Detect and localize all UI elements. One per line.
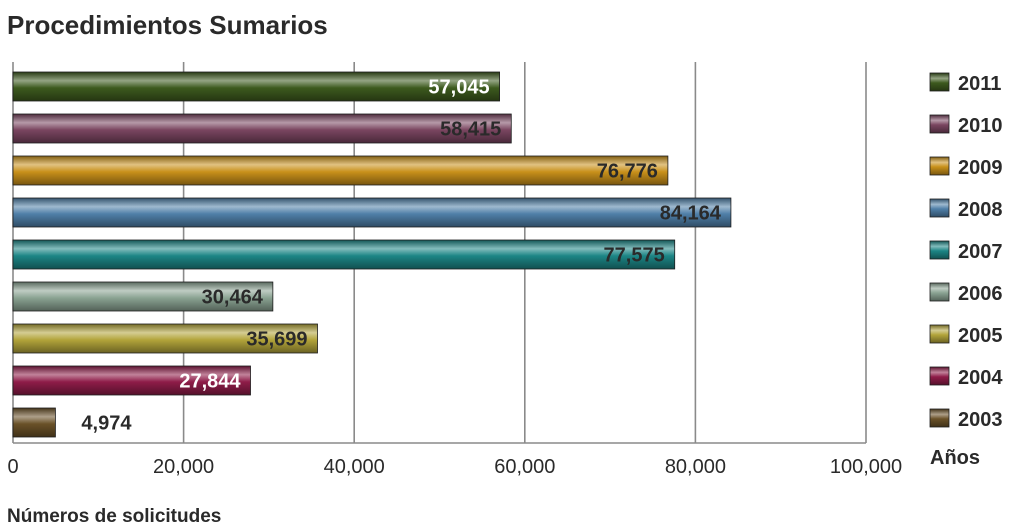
legend-swatch-2005 [929,324,950,344]
bar-2009 [12,155,669,186]
bar-label-2009: 76,776 [597,161,658,183]
bar-2008 [12,197,732,228]
bar-2007 [12,239,676,270]
legend-label-2010: 2010 [958,115,1003,137]
x-tick-label: 60,000 [494,456,555,478]
legend-label-2011: 2011 [958,73,1001,95]
legend-title: Años [930,447,980,469]
chart-title: Procedimientos Sumarios [7,10,328,40]
legend-label-2006: 2006 [958,283,1003,305]
x-tick-label: 0 [7,456,18,478]
bar-label-2010: 58,415 [440,119,501,141]
x-tick-label: 80,000 [665,456,726,478]
bar-2005 [12,323,318,354]
bar-label-2003: 4,974 [81,413,132,435]
legend-label-2009: 2009 [958,157,1003,179]
bar-label-2004: 27,844 [179,371,241,393]
bar-2006 [12,281,274,312]
legend-swatch-2011 [929,72,950,92]
x-axis: 0 20,000 40,000 60,000 80,000 100,000 [7,442,902,478]
bar-2003 [12,407,56,438]
bar-label-2008: 84,164 [660,203,722,225]
x-tick-label: 20,000 [153,456,214,478]
legend-label-2003: 2003 [958,409,1003,431]
bar-2011 [12,71,500,102]
legend: 2011 2010 2009 2008 2007 2006 2005 2004 2003 [929,72,1003,431]
legend-swatch-2010 [929,114,950,134]
bar-label-2011: 57,045 [428,77,489,99]
legend-swatch-2007 [929,240,950,260]
bar-label-2006: 30,464 [202,287,264,309]
legend-label-2005: 2005 [958,325,1003,347]
x-axis-title: Números de solicitudes [7,506,222,527]
x-tick-label: 100,000 [830,456,902,478]
bar-label-2005: 35,699 [246,329,307,351]
bar-2010 [12,113,512,144]
legend-label-2007: 2007 [958,241,1003,263]
bar-label-2007: 77,575 [604,245,665,267]
legend-swatch-2004 [929,366,950,386]
legend-label-2008: 2008 [958,199,1003,221]
legend-swatch-2009 [929,156,950,176]
legend-swatch-2003 [929,408,950,428]
legend-swatch-2008 [929,198,950,218]
legend-label-2004: 2004 [958,367,1003,389]
x-tick-label: 40,000 [324,456,385,478]
bar-2004 [12,365,251,396]
legend-swatch-2006 [929,282,950,302]
